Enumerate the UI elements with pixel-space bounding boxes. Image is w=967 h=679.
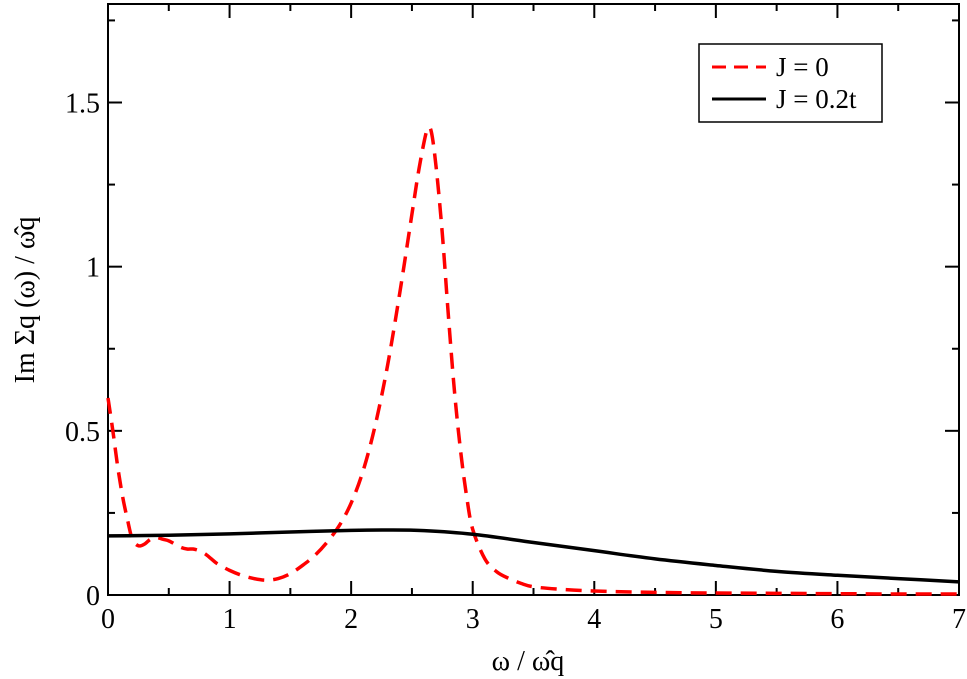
series-layer	[106, 125, 960, 596]
series-line-j02t	[107, 528, 960, 584]
y-tick-label: 0	[86, 581, 100, 612]
y-tick-labels: 0 0.5 1 1.5	[65, 89, 100, 613]
x-tick-label: 0	[101, 604, 115, 635]
y-tick-label: 0.5	[65, 417, 100, 448]
axis-ticks	[107, 4, 960, 596]
x-tick-label: 4	[587, 604, 601, 635]
series-line-j0	[106, 125, 960, 596]
y-tick-label: 1	[86, 253, 100, 284]
x-axis-label: ω / ω̂q	[492, 646, 565, 677]
y-axis-label: Im Σq (ω) / ω̂q	[10, 217, 41, 384]
y-tick-label: 1.5	[65, 89, 100, 120]
x-tick-label: 7	[952, 604, 966, 635]
legend-label-j0: J = 0	[776, 52, 829, 82]
legend-box	[698, 43, 883, 123]
legend: J = 0 J = 0.2t	[698, 43, 883, 123]
x-tick-label: 2	[344, 604, 358, 635]
x-tick-label: 6	[830, 604, 844, 635]
x-tick-label: 3	[466, 604, 480, 635]
x-tick-label: 1	[223, 604, 237, 635]
x-tick-labels: 0 1 2 3 4 5 6 7	[101, 604, 966, 635]
legend-label-j02t: J = 0.2t	[776, 84, 857, 114]
x-tick-label: 5	[709, 604, 723, 635]
